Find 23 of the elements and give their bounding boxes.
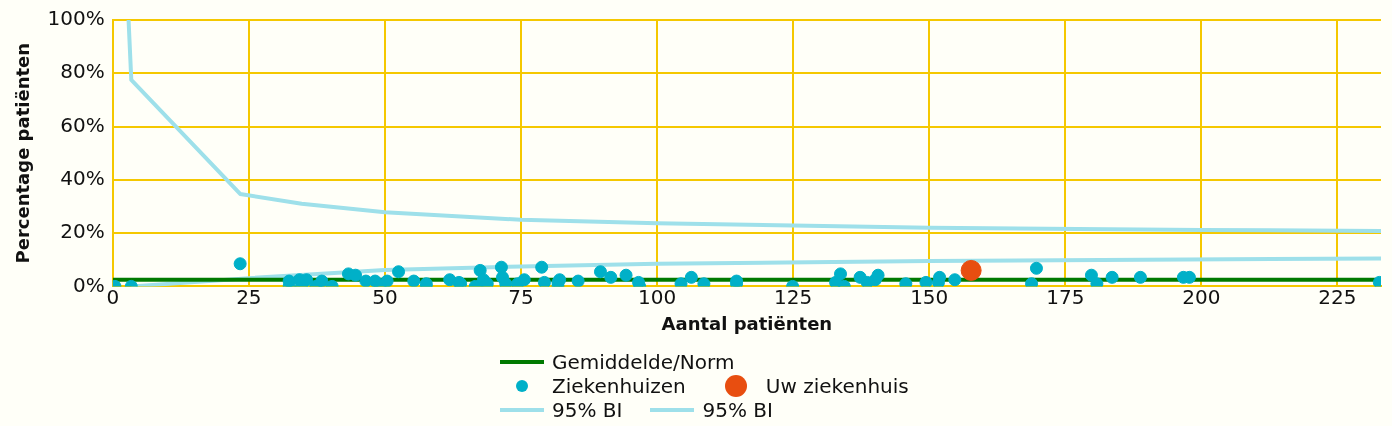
x-tick-label: 175 xyxy=(1046,284,1085,309)
y-tick-label: 60% xyxy=(60,112,105,137)
x-tick-label: 0 xyxy=(106,284,120,309)
legend-label: 95% BI xyxy=(702,398,773,422)
x-tick-label: 25 xyxy=(236,284,262,309)
y-tick-label: 20% xyxy=(60,219,105,244)
x-axis-title: Aantal patiënten xyxy=(661,312,833,334)
y-tick-label: 100% xyxy=(47,6,105,31)
legend-label: 95% BI xyxy=(552,398,623,422)
x-tick-label: 50 xyxy=(372,284,398,309)
y-tick-label: 40% xyxy=(60,166,105,191)
y-tick-label: 0% xyxy=(73,272,105,297)
y-axis-title: Percentage patiënten xyxy=(12,42,34,264)
x-tick-label: 125 xyxy=(774,284,813,309)
y-tick-label: 80% xyxy=(60,59,105,84)
x-tick-label: 225 xyxy=(1318,284,1357,309)
x-tick-label: 100 xyxy=(637,284,677,309)
x-tick-label: 75 xyxy=(508,284,534,309)
legend-label: Uw ziekenhuis xyxy=(765,374,909,398)
legend-label: Ziekenhuizen xyxy=(552,374,686,398)
x-tick-label: 200 xyxy=(1182,284,1221,309)
x-tick-label: 150 xyxy=(910,284,949,309)
legend-label: Gemiddelde/Norm xyxy=(552,350,735,374)
